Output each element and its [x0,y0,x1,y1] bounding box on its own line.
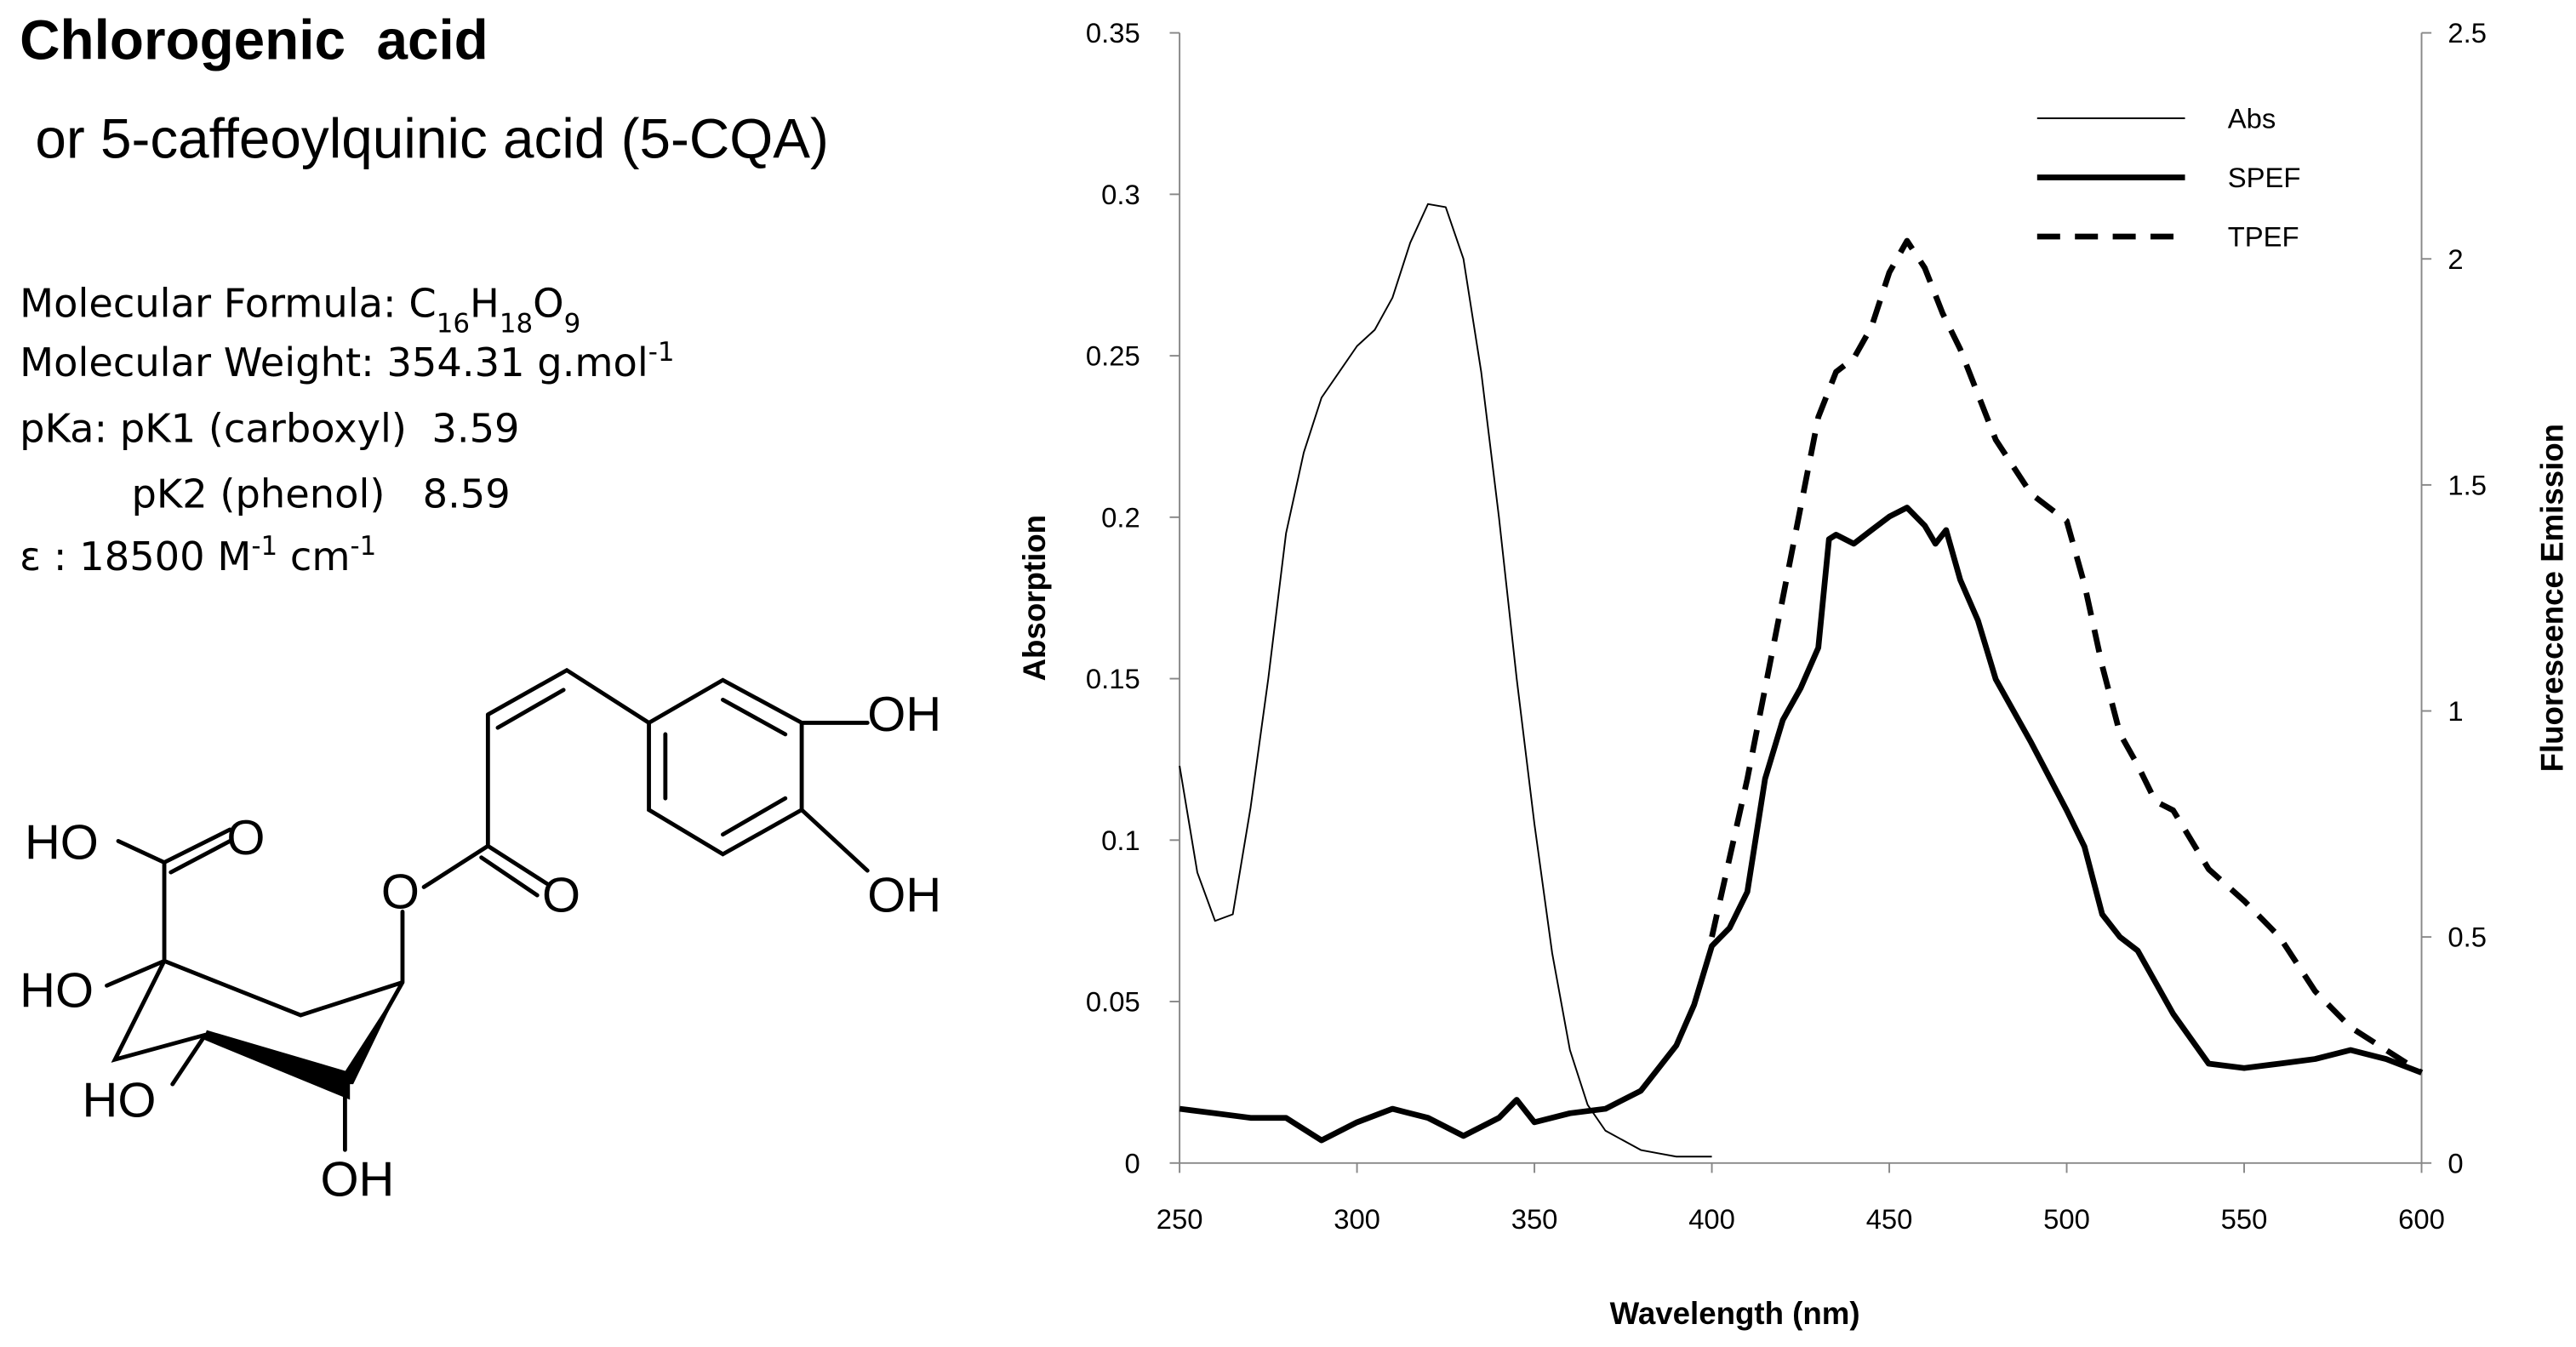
atom: O [381,865,420,920]
y2-tick-label: 0 [2447,1147,2463,1179]
pka2: pK2 (phenol) 8.59 [131,471,510,517]
formula: Molecular Formula: C16H18O9 [20,281,580,340]
y-tick-label: 0.25 [1086,340,1140,372]
x-axis-title: Wavelength (nm) [1610,1296,1860,1331]
y2-tick-label: 2.5 [2447,17,2487,49]
series-line [1179,203,1712,1158]
y2-tick-label: 1.5 [2447,469,2487,500]
atom: OH [867,688,941,742]
count: 16 [437,309,470,340]
epsilon: ε : 18500 M-1 cm-1 [20,531,376,579]
y-tick-label: 0.35 [1086,17,1140,49]
ring [647,677,804,857]
y-axis-title: Absorption [1017,515,1052,681]
double-bonds [663,697,788,837]
count: 9 [564,309,581,340]
x-tick-label: 450 [1866,1203,1913,1235]
element: O [533,281,563,327]
y-tick-label: 0.05 [1086,986,1140,1018]
weight: Molecular Weight: 354.31 g.mol-1 [20,337,674,385]
x-tick-label: 250 [1157,1203,1203,1235]
y-tick-label: 0 [1125,1147,1140,1179]
y2-tick-label: 0.5 [2447,922,2487,953]
y2-tick-label: 1 [2447,695,2463,727]
atom: HO [20,963,94,1018]
legend-label: Abs [2228,103,2276,134]
atom: HO [25,816,99,870]
element: H [470,281,500,327]
x-tick-label: 500 [2043,1203,2090,1235]
eps: ε : 18500 M [20,534,251,579]
weight-text: Molecular Weight: 354.31 g.mol [20,340,648,385]
formula-label: Molecular Formula: [20,281,408,327]
wedge [336,982,403,1085]
bonds [105,667,870,1152]
y-tick-label: 0.1 [1101,825,1140,856]
atom: HO [83,1074,157,1128]
y2-tick-label: 2 [2447,243,2463,275]
x-tick-label: 300 [1334,1203,1380,1235]
legend-label: SPEF [2228,162,2301,193]
atom: OH [867,868,941,922]
y-tick-label: 0.3 [1101,179,1140,210]
x-tick-label: 550 [2221,1203,2268,1235]
chart: 0 0.05 0.1 0.15 0.2 0.25 0.3 0.35 0 0.5 1 1.5 2 2.5 25… [1017,17,2570,1331]
eps: cm [277,534,350,579]
sup: -1 [648,337,675,368]
atom: OH [320,1152,394,1207]
sup: -1 [251,531,277,562]
y-tick-label: 0.15 [1086,663,1140,694]
element: C [408,281,436,327]
atom: O [226,811,265,865]
subtitle: or 5-caffeoylquinic acid (5-CQA) [20,107,829,169]
sup: -1 [350,531,376,562]
x-tick-label: 600 [2398,1203,2445,1235]
x-tick-label: 350 [1511,1203,1558,1235]
atom: O [542,868,580,922]
pka1: pKa: pK1 (carboxyl) 3.59 [20,405,519,451]
x-tick-label: 400 [1688,1203,1735,1235]
structure: OH OH HO O O O HO HO OH [20,667,941,1207]
series-line [1709,237,2424,1076]
y2-axis-title: Fluorescence Emission [2535,424,2570,772]
title: Chlorogenic acid [20,9,488,71]
series-line [1179,505,2423,1144]
wedge [203,1030,351,1100]
count: 18 [500,309,533,340]
y-tick-label: 0.2 [1101,501,1140,533]
legend-label: TPEF [2228,221,2299,253]
